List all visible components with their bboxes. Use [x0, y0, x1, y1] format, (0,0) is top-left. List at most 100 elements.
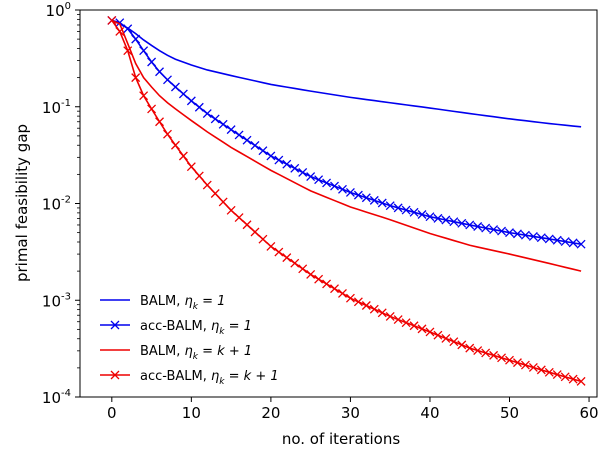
data-point-marker — [274, 155, 284, 165]
data-point-marker — [330, 181, 339, 191]
data-point-marker — [520, 230, 530, 240]
data-point-marker — [163, 75, 172, 85]
data-point-marker — [345, 188, 355, 197]
data-point-marker — [465, 220, 475, 230]
data-point-marker — [441, 333, 451, 343]
data-point-marker — [250, 227, 260, 237]
data-point-marker — [417, 324, 427, 334]
data-point-marker — [258, 234, 268, 244]
data-point-marker — [505, 228, 514, 238]
data-point-marker — [369, 195, 379, 205]
data-point-marker — [266, 241, 276, 251]
data-point-marker — [139, 46, 149, 56]
data-point-marker — [497, 353, 507, 363]
data-point-marker — [353, 190, 363, 200]
data-point-marker — [473, 222, 483, 231]
data-point-marker — [266, 151, 276, 161]
data-point-marker — [409, 207, 419, 217]
data-point-marker — [322, 279, 332, 289]
data-point-marker — [473, 346, 483, 356]
data-point-marker — [552, 370, 562, 380]
series-line — [111, 19, 582, 272]
data-point-marker — [210, 189, 220, 198]
data-point-marker — [147, 57, 157, 67]
data-point-marker — [282, 159, 292, 169]
data-point-marker — [353, 297, 363, 307]
data-point-marker — [377, 308, 387, 318]
data-point-marker — [536, 233, 546, 243]
data-point-marker — [449, 217, 459, 227]
data-point-marker — [298, 264, 308, 274]
data-point-marker — [107, 15, 117, 25]
data-point-marker — [377, 198, 387, 208]
y-tick-label: 10-3 — [42, 291, 71, 310]
data-point-marker — [425, 327, 435, 337]
data-point-marker — [314, 274, 324, 284]
data-point-marker — [417, 210, 427, 219]
data-point-marker — [123, 24, 133, 34]
data-point-marker — [170, 140, 180, 150]
data-point-marker — [131, 34, 141, 44]
data-point-marker — [218, 197, 228, 207]
data-point-marker — [576, 239, 586, 249]
y-tick-label: 10-4 — [42, 388, 71, 407]
data-point-marker — [290, 163, 300, 173]
data-point-marker — [457, 218, 467, 228]
data-point-marker — [433, 330, 443, 340]
x-tick-label: 10 — [182, 404, 201, 422]
data-point-marker — [361, 193, 371, 203]
data-point-marker — [306, 269, 316, 279]
data-point-marker — [147, 104, 157, 114]
data-point-marker — [568, 238, 578, 248]
data-point-marker — [131, 73, 141, 83]
y-axis-label: primal feasibility gap — [13, 124, 31, 282]
data-point-marker — [465, 343, 475, 353]
data-point-marker — [520, 360, 530, 370]
data-point-marker — [409, 321, 419, 331]
data-point-marker — [385, 311, 395, 321]
data-point-marker — [481, 348, 491, 358]
data-point-marker — [560, 372, 570, 382]
data-point-marker — [274, 247, 284, 257]
data-point-marker — [528, 231, 538, 241]
data-point-marker — [481, 223, 491, 233]
data-point-marker — [155, 67, 164, 77]
x-tick-label: 20 — [261, 404, 280, 422]
data-point-marker — [369, 304, 379, 314]
data-point-marker — [163, 129, 172, 139]
data-point-marker — [234, 213, 244, 223]
data-point-marker — [155, 117, 164, 127]
data-point-marker — [242, 220, 252, 230]
data-point-marker — [258, 146, 268, 156]
data-point-marker — [361, 301, 371, 310]
data-point-marker — [186, 162, 196, 172]
legend-label: BALM, ηk = k + 1 — [140, 344, 252, 362]
data-point-marker — [513, 358, 522, 368]
legend-label: acc-BALM, ηk = k + 1 — [140, 369, 279, 387]
legend-label: acc-BALM, ηk = 1 — [140, 319, 252, 337]
data-point-marker — [282, 253, 292, 263]
data-point-marker — [528, 363, 538, 372]
data-point-marker — [194, 102, 204, 112]
x-tick-label: 60 — [579, 404, 598, 422]
data-point-marker — [441, 215, 451, 225]
data-point-marker — [186, 96, 196, 106]
data-point-marker — [544, 367, 554, 377]
data-point-marker — [298, 167, 308, 177]
y-axis: 100 10-1 10-2 10-3 10-4 — [42, 1, 80, 407]
data-point-marker — [338, 184, 347, 194]
data-point-marker — [568, 374, 578, 384]
legend-marker — [110, 320, 120, 330]
series-layer — [107, 15, 586, 386]
data-point-marker — [544, 234, 554, 244]
data-point-marker — [338, 288, 347, 298]
data-point-marker — [194, 171, 204, 181]
data-point-marker — [123, 46, 133, 56]
legend: BALM, ηk = 1 acc-BALM, ηk = 1 BALM, ηk = k… — [100, 294, 279, 387]
data-point-marker — [393, 203, 403, 213]
x-tick-label: 30 — [341, 404, 360, 422]
data-point-marker — [226, 125, 236, 135]
y-tick-label: 100 — [46, 1, 71, 20]
y-tick-label: 10-1 — [42, 98, 71, 117]
data-point-marker — [552, 235, 562, 245]
